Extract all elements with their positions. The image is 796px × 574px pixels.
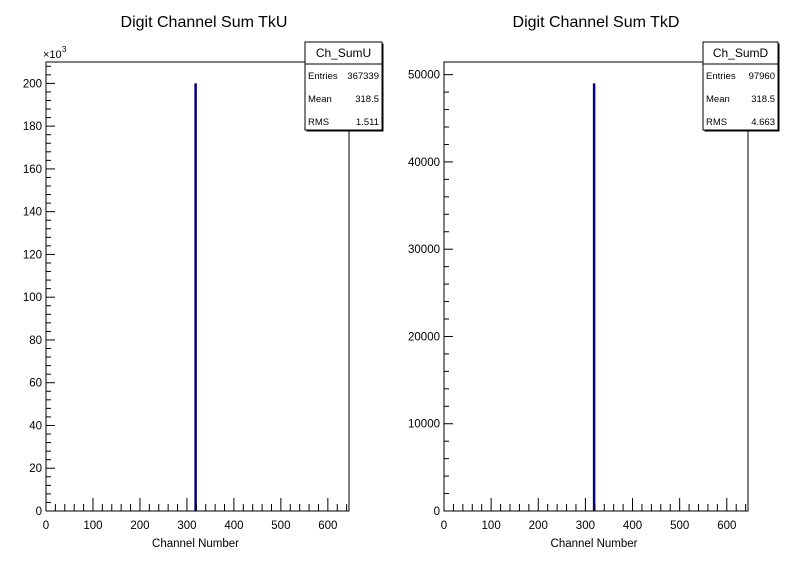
stats-label: RMS [706,117,727,128]
y-tick-label: 0 [36,506,42,518]
y-tick-label: 40000 [408,157,440,169]
y-tick-label: 30000 [408,244,440,256]
x-tick-label: 400 [623,520,642,532]
y-tick-label: 40 [29,420,42,432]
stats-label: RMS [308,117,329,128]
plot-frame [45,61,350,512]
y-tick-label: 160 [23,164,42,176]
x-tick-label: 200 [130,520,149,532]
x-tick-label: 0 [441,520,447,532]
panel-tkd: Digit Channel Sum TkD 0 100 200 300 400 500 600… [408,14,780,550]
y-tick-label: 60 [29,378,42,390]
y-tick-label: 140 [23,207,42,219]
y-tick-label: 10000 [408,419,440,431]
x-tick-label: 300 [177,520,196,532]
stats-value: 318.5 [355,94,379,105]
stats-value: 1.511 [356,117,379,128]
x-tick-label: 100 [83,520,102,532]
x-tick-label: 100 [482,520,501,532]
stats-value: 318.5 [751,94,775,105]
stats-box: Ch_SumU Entries 367339 Mean 318.5 RMS 1.511 [304,41,384,132]
stats-box-frame [702,41,779,131]
y-tick-label: 20000 [408,331,440,343]
y-tick-label: 180 [23,121,42,133]
stats-box-frame [304,41,383,131]
x-tick-label: 600 [318,520,337,532]
chart-title: Digit Channel Sum TkU [121,14,288,31]
x-tick-label: 0 [43,520,49,532]
x-tick-label: 600 [717,520,736,532]
y-tick-label: 200 [23,78,42,90]
y-tick-label: 100 [23,292,42,304]
stats-label: Mean [706,94,730,105]
stats-label: Entries [706,71,736,82]
x-tick-label: 300 [576,520,595,532]
y-tick-label: 50000 [408,70,440,82]
x-tick-label: 500 [670,520,689,532]
y-tick-label: 20 [29,463,42,475]
x-axis-label: Channel Number [551,538,638,550]
y-tick-label: 0 [434,506,440,518]
chart-title: Digit Channel Sum TkD [513,14,680,31]
stats-label: Mean [308,94,332,105]
stats-box-name: Ch_SumD [713,46,769,60]
x-tick-label: 400 [224,520,243,532]
y-multiplier-label: ×10 [43,49,62,61]
y-tick-label: 120 [23,249,42,261]
y-tick-label: 80 [29,335,42,347]
stats-box-name: Ch_SumU [316,46,371,60]
stats-box: Ch_SumD Entries 97960 Mean 318.5 RMS 4.663 [702,41,780,132]
stats-label: Entries [308,71,338,82]
stats-value: 4.663 [751,117,775,128]
x-axis-label: Channel Number [152,538,239,550]
y-multiplier-exponent: 3 [62,45,67,54]
stats-value: 97960 [749,71,775,82]
x-tick-label: 200 [529,520,548,532]
stats-value: 367339 [347,71,379,82]
plot-frame [443,61,749,512]
x-tick-label: 500 [271,520,290,532]
